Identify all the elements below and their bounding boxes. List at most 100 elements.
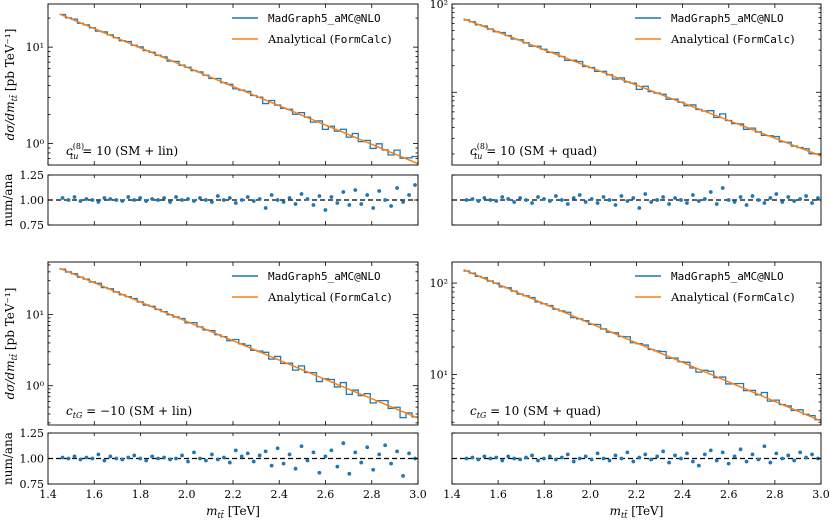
ratio-point: [607, 198, 612, 202]
ratio-point: [60, 455, 65, 460]
ratio-point: [714, 202, 719, 206]
ratio-point: [96, 200, 101, 204]
ratio-point: [565, 202, 570, 206]
ratio-point: [780, 200, 785, 204]
ratio-point: [679, 198, 683, 202]
ratio-point: [565, 452, 570, 457]
ratio-point: [108, 454, 113, 459]
ratio-point: [389, 204, 394, 208]
ratio-point: [66, 198, 71, 202]
annotation-coef: c: [470, 404, 477, 418]
ratio-point: [637, 455, 642, 460]
ratio-point: [156, 456, 161, 461]
ratio-point: [84, 197, 89, 201]
ratio-point: [637, 206, 642, 210]
ratio-point: [341, 441, 346, 446]
numerical-histogram: [59, 268, 418, 419]
ratio-point: [595, 201, 600, 205]
ratio-point: [299, 192, 304, 196]
ratio-point: [553, 194, 558, 198]
ratio-point: [359, 202, 364, 206]
ratio-point: [548, 199, 552, 203]
ratio-point: [120, 199, 125, 203]
ratio-point: [691, 193, 695, 197]
ratio-y-tick-label: 0.75: [20, 219, 45, 232]
ratio-point: [371, 206, 376, 210]
x-tick-label: 1.4: [443, 488, 461, 501]
annotation-coef: c: [66, 144, 73, 158]
y-tick-label: 10⁰: [26, 380, 45, 393]
ratio-point: [383, 443, 388, 448]
ratio-point: [774, 451, 779, 456]
ratio-point: [774, 192, 779, 196]
x-tick-label: 1.6: [489, 488, 507, 501]
ratio-point: [607, 458, 612, 463]
ratio-point: [221, 455, 226, 460]
ratio-y-tick-label: 1.00: [20, 453, 45, 466]
legend-analytical-prefix: Analytical (: [670, 290, 737, 304]
ratio-point: [377, 189, 382, 193]
annotation-sub: tG: [73, 411, 83, 420]
ratio-point: [78, 199, 83, 203]
ratio-point: [732, 454, 737, 459]
ratio-point: [470, 197, 475, 201]
x-tick-label: 2.8: [766, 488, 784, 501]
ratio-point: [132, 198, 137, 202]
x-tick-label: 1.4: [39, 488, 57, 501]
ratio-point: [60, 196, 65, 200]
y-tick-label: 10¹: [430, 368, 448, 381]
ratio-point: [335, 464, 340, 469]
ratio-point: [389, 461, 394, 466]
ratio-point: [577, 456, 582, 461]
ratio-point: [518, 457, 523, 462]
ratio-point: [305, 197, 310, 201]
ratio-point: [613, 453, 618, 458]
ratio-point: [162, 196, 167, 200]
legend-analytical-prefix: Analytical (: [267, 290, 334, 304]
ratio-point: [661, 449, 666, 454]
ratio-point: [377, 452, 382, 457]
ratio-point: [407, 451, 411, 456]
panel-annotation: c(8) tu = 10 (SM + quad): [470, 142, 597, 161]
ratio-point: [691, 459, 695, 464]
ratio-point: [500, 458, 505, 463]
ratio-point: [625, 199, 630, 203]
ratio-point: [476, 457, 481, 462]
ratio-point: [488, 456, 493, 461]
ratio-point: [281, 461, 286, 466]
ratio-point: [524, 455, 528, 460]
ratio-point: [619, 194, 624, 198]
ratio-point: [78, 457, 83, 462]
ratio-point: [215, 457, 220, 462]
legend-analytical-code: FormCalc: [334, 33, 387, 46]
ratio-point: [756, 457, 761, 462]
legend-analytical-label: Analytical (FormCalc): [670, 32, 795, 46]
x-axis-label: mtt̄ [TeV]: [610, 504, 664, 520]
ratio-point: [530, 201, 534, 205]
y-axis-label: dσ/dmtt̄ [pb TeV⁻¹]: [3, 288, 19, 400]
ratio-point: [810, 201, 814, 205]
ratio-point: [401, 473, 405, 478]
ratio-point: [383, 198, 388, 202]
ratio-point: [798, 197, 803, 201]
ratio-point: [138, 196, 143, 200]
legend-analytical-prefix: Analytical (: [670, 32, 737, 46]
ratio-point: [524, 198, 528, 202]
annotation-sub: tu: [474, 152, 482, 161]
ratio-point: [347, 203, 352, 207]
ratio-point: [667, 202, 671, 206]
ratio-point: [257, 453, 262, 458]
ratio-point: [571, 459, 576, 464]
ratio-point: [792, 199, 797, 203]
ratio-point: [174, 456, 178, 461]
ratio-point: [90, 198, 95, 202]
ratio-point: [589, 197, 594, 201]
ratio-point: [168, 457, 172, 462]
y-tick-label: 10²: [430, 0, 448, 11]
ratio-point: [810, 452, 814, 457]
x-tick-label: 2.4: [674, 488, 692, 501]
ylabel-main: dσ/dm: [3, 101, 17, 140]
ratio-point: [726, 461, 731, 466]
ratio-point: [311, 450, 316, 455]
ratio-point: [192, 450, 196, 455]
